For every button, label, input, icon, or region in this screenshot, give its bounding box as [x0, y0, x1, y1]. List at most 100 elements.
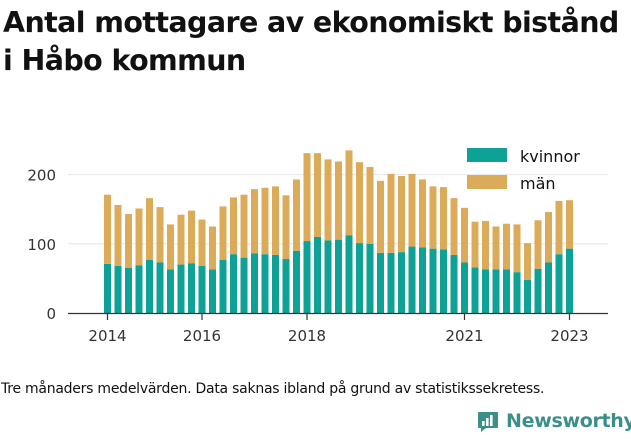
bar-kvinnor — [209, 269, 216, 313]
legend: kvinnor män — [467, 147, 580, 193]
bar-kvinnor — [524, 279, 531, 313]
bar-man — [146, 198, 153, 260]
bar-kvinnor — [261, 254, 269, 313]
bar-kvinnor — [440, 249, 447, 313]
bar-kvinnor — [492, 269, 500, 313]
bar-man — [314, 153, 321, 237]
legend-swatch-man — [467, 175, 507, 189]
bar-man — [135, 208, 143, 266]
bar-man — [282, 195, 290, 260]
bar-man — [345, 150, 353, 236]
footnote: Tre månaders medelvärden. Data saknas ib… — [1, 381, 545, 397]
bar-kvinnor — [534, 268, 542, 313]
x-tick-label: 2023 — [550, 327, 588, 345]
bar-man — [440, 187, 447, 250]
bar-kvinnor — [188, 263, 195, 313]
bar-kvinnor — [471, 267, 479, 313]
x-tick-label: 2016 — [183, 327, 221, 345]
bar-man — [429, 186, 437, 249]
x-tick-label: 2014 — [88, 327, 126, 345]
bar-kvinnor — [156, 262, 164, 313]
bar-kvinnor — [450, 254, 458, 313]
bar-man — [387, 173, 395, 253]
bar-kvinnor — [293, 250, 300, 313]
bar-man — [377, 180, 384, 253]
bar-man — [545, 211, 552, 263]
bar-kvinnor — [219, 259, 227, 313]
bar-kvinnor — [398, 252, 405, 313]
bar-man — [335, 161, 342, 240]
bar-kvinnor — [335, 239, 342, 313]
bar-kvinnor — [366, 243, 374, 313]
bar-kvinnor — [387, 252, 395, 313]
bar-man — [114, 205, 122, 266]
bar-kvinnor — [177, 264, 185, 313]
bar-kvinnor — [482, 269, 489, 313]
bar-man — [366, 166, 374, 244]
bar-man — [566, 200, 573, 249]
bar-man — [408, 173, 416, 247]
bar-man — [534, 220, 542, 269]
bar-kvinnor — [503, 269, 510, 313]
bar-kvinnor — [429, 248, 437, 313]
bar-kvinnor — [167, 269, 174, 313]
bar-kvinnor — [135, 265, 143, 313]
bar-kvinnor — [513, 272, 521, 313]
bar-man — [555, 200, 563, 255]
bar-kvinnor — [230, 254, 237, 313]
bar-man — [104, 194, 111, 264]
bar-man — [177, 214, 185, 265]
bar-man — [324, 159, 332, 241]
x-tick-label: 2021 — [445, 327, 483, 345]
bar-kvinnor — [356, 243, 363, 313]
bar-kvinnor — [272, 254, 279, 313]
bar-man — [524, 243, 531, 280]
bar-man — [125, 214, 132, 269]
bar-kvinnor — [314, 236, 321, 313]
bar-man — [461, 207, 468, 263]
x-tick-label: 2018 — [288, 327, 326, 345]
bar-kvinnor — [114, 265, 122, 313]
bar-kvinnor — [545, 262, 552, 313]
bar-kvinnor — [282, 259, 290, 313]
x-axis: 201420162018202120232025 — [68, 312, 608, 345]
bar-kvinnor — [324, 240, 332, 313]
bar-man — [450, 198, 458, 255]
y-tick-label: 0 — [46, 305, 56, 323]
y-tick-label: 200 — [27, 167, 56, 185]
bar-man — [482, 220, 489, 270]
bar-kvinnor — [251, 253, 258, 313]
brand-logo: Newsworthy — [476, 409, 631, 433]
bar-man — [209, 226, 216, 270]
bar-man — [261, 187, 269, 255]
bar-man — [513, 224, 521, 273]
bar-man — [356, 162, 363, 244]
bar-kvinnor — [125, 268, 132, 313]
bar-man — [419, 179, 426, 248]
bar-kvinnor — [198, 265, 206, 313]
bar-man — [471, 221, 479, 268]
bar-man — [230, 197, 237, 255]
bar-kvinnor — [408, 246, 416, 313]
bar-man — [240, 194, 248, 258]
brand-name: Newsworthy — [506, 410, 631, 432]
bar-man — [293, 179, 300, 251]
bars — [104, 150, 573, 313]
legend-label-kvinnor: kvinnor — [520, 147, 580, 166]
bar-kvinnor — [555, 254, 563, 313]
bar-kvinnor — [461, 262, 468, 313]
legend-swatch-kvinnor — [467, 148, 507, 162]
bar-kvinnor — [419, 247, 426, 313]
bar-man — [198, 219, 206, 266]
bar-man — [503, 223, 510, 270]
y-tick-label: 100 — [27, 236, 56, 254]
bar-kvinnor — [240, 257, 248, 313]
bar-man — [219, 206, 227, 260]
bar-man — [492, 226, 500, 270]
bar-kvinnor — [345, 235, 353, 313]
bar-man — [188, 210, 195, 264]
bar-man — [167, 224, 174, 270]
bar-man — [398, 175, 405, 253]
bar-kvinnor — [104, 263, 111, 313]
